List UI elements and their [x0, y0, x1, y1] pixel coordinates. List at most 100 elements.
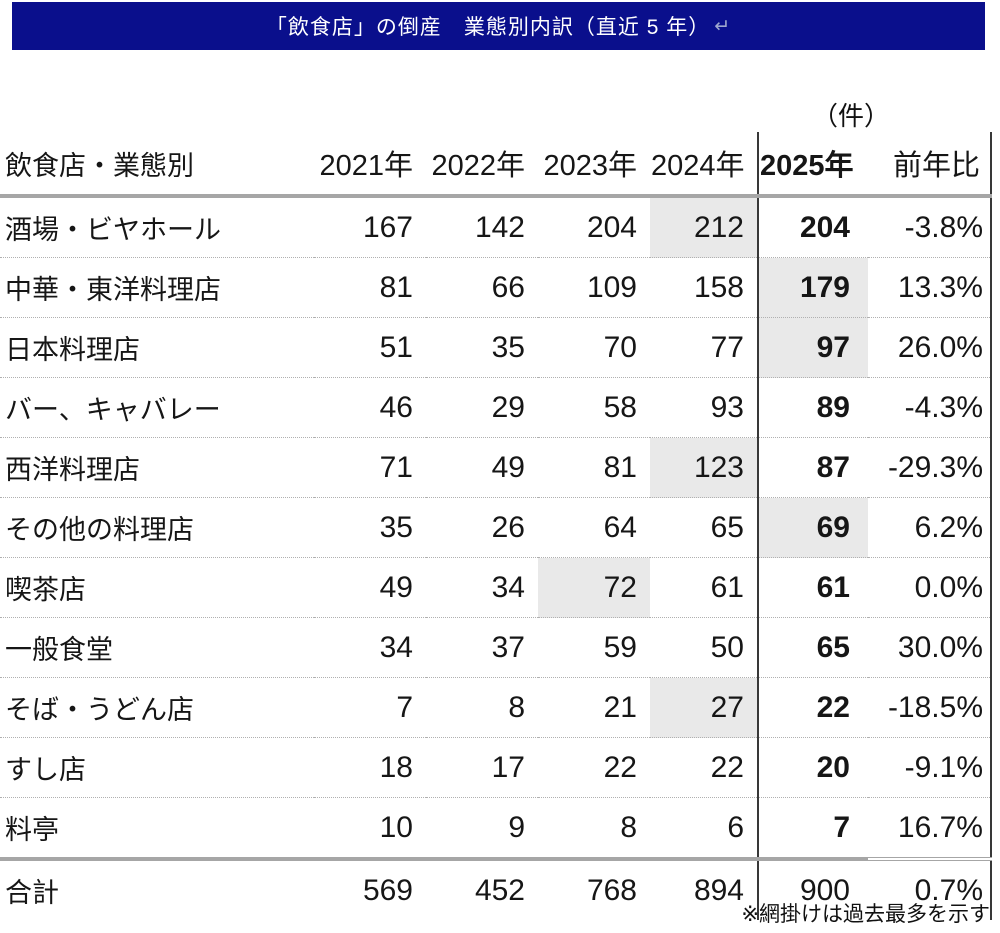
cell-2022: 34 — [426, 557, 538, 618]
cell-2025: 87 — [757, 437, 868, 498]
cell-2021: 7 — [314, 677, 426, 738]
table-row: 西洋料理店 71 49 81 123 87 -29.3% — [0, 437, 992, 498]
total-2021: 569 — [314, 857, 426, 920]
return-mark-icon: ↵ — [714, 15, 732, 37]
cell-2022: 8 — [426, 677, 538, 738]
cell-2023: 58 — [538, 377, 650, 438]
cell-2023: 72 — [538, 557, 650, 618]
cell-2022: 35 — [426, 317, 538, 378]
cell-2021: 71 — [314, 437, 426, 498]
cell-yoy: -29.3% — [868, 437, 992, 498]
cell-2021: 10 — [379, 810, 413, 844]
cell-2024: 61 — [650, 557, 758, 618]
cell-2023: 64 — [538, 497, 650, 558]
cell-2021: 49 — [314, 557, 426, 618]
cell-2024: 158 — [650, 257, 758, 318]
cell-2024: 65 — [650, 497, 758, 558]
cell-2021: 46 — [314, 377, 426, 438]
cell-2021: 167 — [314, 196, 426, 258]
row-label: そば・うどん店 — [0, 677, 314, 738]
cell-2022: 9 — [508, 810, 525, 844]
cell-2022: 66 — [426, 257, 538, 318]
cell-yoy: -18.5% — [868, 677, 992, 738]
cell-2024: 123 — [650, 437, 758, 498]
table-row: すし店 18 17 22 22 20 -9.1% — [0, 737, 992, 798]
cell-2023: 81 — [538, 437, 650, 498]
title-bar: 「飲食店」の倒産 業態別内訳（直近 5 年） ↵ — [12, 2, 985, 50]
cell-2021: 81 — [314, 257, 426, 318]
header-row: 飲食店・業態別 2021年 2022年 2023年 2024年 2025年 前年… — [0, 132, 992, 198]
cell-2023: 70 — [538, 317, 650, 378]
row-label: 西洋料理店 — [0, 437, 314, 498]
cell-2023: 109 — [538, 257, 650, 318]
cell-2022: 49 — [426, 437, 538, 498]
cell-2023: 59 — [538, 617, 650, 678]
row-label: すし店 — [0, 737, 314, 798]
row-label: 喫茶店 — [0, 557, 314, 618]
cell-yoy: -4.3% — [868, 377, 992, 438]
cell-2025: 97 — [757, 317, 868, 378]
cell-2023: 22 — [538, 737, 650, 798]
cell-2022: 29 — [426, 377, 538, 438]
table-row: 中華・東洋料理店 81 66 109 158 179 13.3% — [0, 257, 992, 318]
cell-2025: 69 — [757, 497, 868, 558]
table-row: 一般食堂 34 37 59 50 65 30.0% — [0, 617, 992, 678]
cell-2024: 212 — [650, 196, 758, 258]
total-label: 合計 — [0, 857, 314, 920]
cell-2025: 22 — [757, 677, 868, 738]
cell-2021: 18 — [314, 737, 426, 798]
table-row: 料亭 10 9 8 6 7 16.7% — [0, 797, 992, 859]
table-row: バー、キャバレー 46 29 58 93 89 -4.3% — [0, 377, 992, 438]
cell-yoy: -3.8% — [868, 196, 992, 258]
page-title: 「飲食店」の倒産 業態別内訳（直近 5 年） — [265, 16, 711, 39]
row-label: 一般食堂 — [0, 617, 314, 678]
table-row: その他の料理店 35 26 64 65 69 6.2% — [0, 497, 992, 558]
col-header-category: 飲食店・業態別 — [0, 132, 314, 198]
cell-2024: 93 — [650, 377, 758, 438]
cell-2025: 65 — [757, 617, 868, 678]
footnote: ※網掛けは過去最多を示す — [741, 903, 990, 926]
table-row: そば・うどん店 7 8 21 27 22 -18.5% — [0, 677, 992, 738]
cell-2024: 22 — [650, 737, 758, 798]
row-label: その他の料理店 — [0, 497, 314, 558]
total-2024: 894 — [650, 857, 758, 920]
row-label: 料亭 — [5, 815, 59, 845]
unit-label: （件） — [812, 101, 891, 131]
cell-2021: 35 — [314, 497, 426, 558]
table-row: 酒場・ビヤホール 167 142 204 212 204 -3.8% — [0, 196, 992, 258]
cell-2022: 37 — [426, 617, 538, 678]
cell-yoy: 30.0% — [868, 617, 992, 678]
cell-2024: 27 — [650, 677, 758, 738]
cell-yoy: -9.1% — [868, 737, 992, 798]
col-header-2021: 2021年 — [314, 132, 426, 198]
cell-yoy: 13.3% — [868, 257, 992, 318]
cell-yoy: 0.0% — [868, 557, 992, 618]
row-label: バー、キャバレー — [0, 377, 314, 438]
row-label: 中華・東洋料理店 — [0, 257, 314, 318]
cell-yoy: 6.2% — [868, 497, 992, 558]
row-label: 日本料理店 — [0, 317, 314, 378]
cell-2022: 26 — [426, 497, 538, 558]
total-row: 合計 569 452 768 894 900 0.7% — [0, 857, 992, 920]
cell-2022: 142 — [426, 196, 538, 258]
cell-2023: 204 — [538, 196, 650, 258]
col-header-2023: 2023年 — [538, 132, 650, 198]
cell-2022: 17 — [426, 737, 538, 798]
table-row: 日本料理店 51 35 70 77 97 26.0% — [0, 317, 992, 378]
bankruptcy-table: 飲食店・業態別 2021年 2022年 2023年 2024年 2025年 前年… — [0, 132, 992, 920]
cell-2025: 7 — [757, 797, 868, 859]
cell-yoy: 26.0% — [868, 317, 992, 378]
cell-2025: 61 — [757, 557, 868, 618]
cell-2023: 21 — [538, 677, 650, 738]
cell-yoy: 16.7% — [868, 797, 992, 859]
cell-2025: 20 — [757, 737, 868, 798]
cell-2024: 77 — [650, 317, 758, 378]
cell-2024: 50 — [650, 617, 758, 678]
row-label: 酒場・ビヤホール — [0, 196, 314, 258]
cell-2025: 89 — [757, 377, 868, 438]
cell-2023: 8 — [620, 810, 637, 844]
table-row: 喫茶店 49 34 72 61 61 0.0% — [0, 557, 992, 618]
col-header-yoy: 前年比 — [868, 132, 992, 198]
cell-2021: 34 — [314, 617, 426, 678]
cell-2025: 204 — [757, 196, 868, 258]
